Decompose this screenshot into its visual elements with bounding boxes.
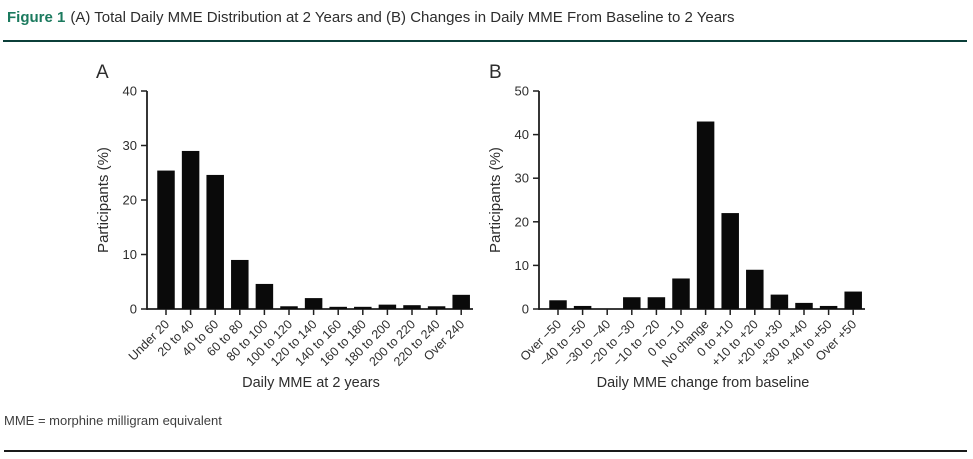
bar-B-10 (795, 302, 813, 309)
y-tick-label: 0 (130, 302, 137, 317)
x-axis-title: Daily MME at 2 years (242, 375, 380, 391)
y-tick-label: 30 (515, 171, 529, 186)
bar-A-2 (206, 174, 224, 309)
bar-B-1 (573, 305, 592, 309)
bar-B-0 (549, 300, 567, 309)
bar-A-12 (452, 294, 470, 309)
bar-B-6 (696, 121, 715, 310)
bar-B-7 (721, 213, 739, 309)
bar-A-8 (354, 306, 372, 309)
bar-A-10 (403, 305, 421, 309)
bar-A-5 (280, 306, 298, 309)
x-axis-title: Daily MME change from baseline (597, 375, 810, 391)
bar-B-9 (770, 294, 789, 309)
bar-A-11 (427, 306, 446, 309)
bar-A-7 (329, 306, 347, 309)
y-tick-label: 20 (515, 214, 529, 229)
panel-label-B: B (489, 62, 502, 83)
bar-A-3 (231, 259, 249, 309)
y-axis-title: Participants (%) (95, 147, 112, 253)
bar-A-4 (255, 283, 274, 309)
bottom-divider (4, 450, 967, 452)
figure-number-label: Figure 1 (7, 9, 66, 26)
bar-B-3 (623, 297, 641, 309)
y-tick-label: 0 (522, 302, 529, 317)
y-axis-title: Participants (%) (487, 147, 504, 253)
bar-A-6 (304, 298, 323, 309)
bar-A-1 (181, 150, 200, 309)
bar-B-5 (672, 278, 690, 309)
y-tick-label: 40 (123, 84, 137, 99)
bar-B-11 (819, 305, 838, 309)
top-divider (3, 40, 967, 42)
bar-B-8 (746, 269, 764, 309)
y-tick-label: 20 (123, 193, 137, 208)
bar-B-12 (844, 291, 862, 309)
bar-A-0 (157, 170, 175, 309)
figure-caption: Figure 1 (A) Total Daily MME Distribution… (7, 8, 967, 28)
abbreviation-note: MME = morphine milligram equivalent (4, 413, 222, 428)
panel-label-A: A (96, 62, 109, 83)
bar-B-4 (647, 297, 666, 309)
y-tick-label: 30 (123, 138, 137, 153)
y-tick-label: 50 (515, 84, 529, 99)
y-tick-label: 40 (515, 127, 529, 142)
figure-title-text: (A) Total Daily MME Distribution at 2 Ye… (70, 9, 735, 26)
y-tick-label: 10 (515, 258, 529, 273)
y-tick-label: 10 (123, 247, 137, 262)
bar-A-9 (378, 304, 397, 309)
